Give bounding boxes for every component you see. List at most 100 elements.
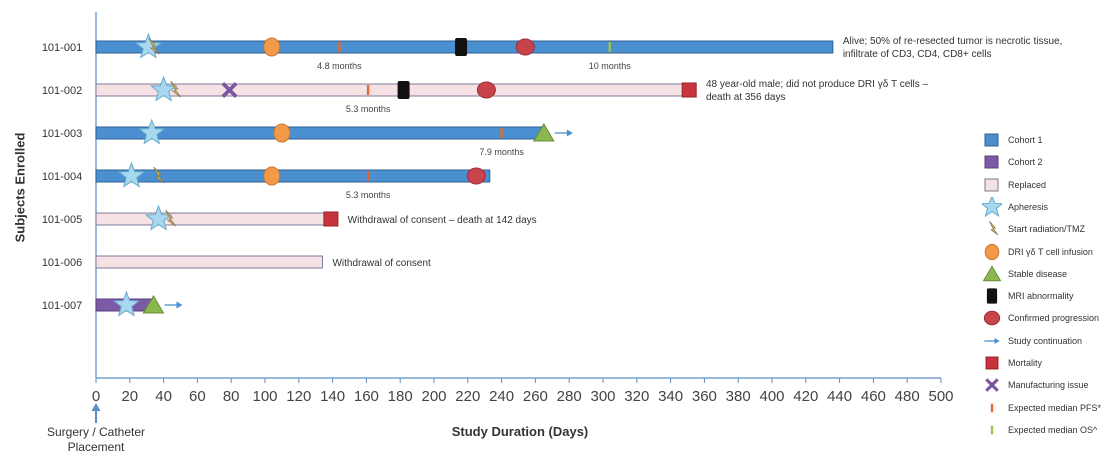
subject-id: 101-001 (42, 42, 82, 54)
legend-swatch-shape (990, 425, 994, 435)
x-tick-label: 500 (928, 388, 953, 405)
legend-item-continuation: Study continuation (982, 331, 1082, 351)
legend-swatch-shape (985, 356, 999, 370)
legend-item-stable: Stable disease (982, 264, 1067, 284)
subject-row-101-003: 101-003 7.9 months (42, 118, 573, 157)
legend-item-apheresis: Apheresis (982, 196, 1049, 217)
subject-note-line: Withdrawal of consent (332, 258, 431, 269)
x-tick-label: 80 (223, 388, 240, 405)
legend-item-os: Expected median OS^ (982, 420, 1097, 440)
legend-label: Study continuation (1008, 335, 1083, 346)
x-tick-label: 380 (726, 388, 751, 405)
bar-segment-replaced (95, 255, 323, 269)
legend-item-pfs: Expected median PFS* (982, 398, 1101, 418)
event-stable-marker (532, 123, 555, 142)
subject-row-101-006: 101-006 Withdrawal of consent (42, 255, 431, 269)
legend-swatch-replaced (984, 178, 999, 192)
subject-id: 101-002 (42, 85, 82, 97)
x-tick-label: 300 (590, 388, 615, 405)
subject-id: 101-003 (42, 128, 82, 140)
event-apheresis-marker (117, 161, 146, 188)
legend-item-cohort2: Cohort 2 (982, 152, 1043, 172)
legend-swatch-infusion (984, 243, 1000, 260)
event-pfs-label: 5.3 months (346, 104, 391, 114)
legend-item-infusion: DRI γδ T cell infusion (982, 242, 1093, 262)
x-tick-label: 340 (658, 388, 683, 405)
subject-note-line: death at 356 days (706, 92, 786, 103)
legend-label: Apheresis (1008, 201, 1049, 212)
bar-segment-cohort1 (95, 169, 491, 183)
event-radiation-marker (170, 80, 182, 98)
event-mortality-marker (681, 82, 697, 98)
subject-note-line: Withdrawal of consent – death at 142 day… (348, 215, 537, 226)
legend-label: Stable disease (1008, 268, 1068, 279)
event-apheresis-marker (149, 75, 178, 102)
event-pfs-label: 5.3 months (346, 190, 391, 200)
legend-label: Manufacturing issue (1008, 380, 1089, 391)
bar-segment-replaced (95, 212, 332, 226)
x-tick-label: 420 (793, 388, 818, 405)
subject-note-line: infiltrate of CD3, CD4, CD8+ cells (843, 49, 992, 60)
legend-swatch-shape (984, 133, 999, 147)
legend-label: MRI abnormality (1008, 291, 1074, 302)
subject-row-101-001: 101-001 4.8 months 10 months Alive; 50% of … (42, 32, 1063, 71)
x-tick-label: 200 (421, 388, 446, 405)
event-continuation-marker (164, 301, 183, 309)
x-tick-label: 160 (354, 388, 379, 405)
subject-id: 101-007 (42, 300, 82, 312)
x-tick-label: 0 (92, 388, 100, 405)
legend-swatch-shape (990, 403, 994, 412)
subject-id: 101-004 (42, 171, 82, 183)
x-tick-label: 120 (286, 388, 311, 405)
legend-swatch-shape (984, 178, 999, 192)
event-apheresis-marker (138, 118, 166, 145)
legend-label: Start radiation/TMZ (1008, 224, 1086, 235)
legend-label: Cohort 1 (1008, 135, 1043, 145)
event-apheresis-marker (144, 204, 173, 231)
legend-label: Cohort 2 (1008, 157, 1043, 168)
origin-arrow-head (91, 403, 101, 411)
event-infusion-marker (273, 123, 291, 143)
legend-swatch-cohort1 (984, 133, 999, 147)
legend-swatch-shape (984, 243, 1000, 260)
x-tick-label: 220 (455, 388, 480, 405)
x-tick-label: 140 (320, 388, 345, 405)
legend-swatch-shape (984, 155, 999, 169)
event-infusion-marker (263, 37, 281, 57)
legend-swatch-progression (983, 311, 1001, 326)
event-progression-marker (476, 81, 496, 99)
event-apheresis-marker (112, 290, 141, 317)
event-radiation-marker (165, 209, 176, 227)
x-axis-label: Study Duration (Days) (452, 424, 589, 439)
legend-item-mortality: Mortality (982, 353, 1042, 373)
subject-id: 101-006 (42, 257, 82, 269)
x-tick-label: 20 (121, 388, 138, 405)
subject-id: 101-005 (42, 214, 82, 226)
x-tick-label: 460 (861, 388, 886, 405)
subject-row-101-007: 101-007 (42, 290, 183, 317)
event-mortality-marker (323, 211, 339, 227)
subject-note-line: 48 year-old male; did not produce DRI γδ… (706, 79, 929, 90)
event-pfs-marker (366, 171, 370, 181)
origin-label-line2: Placement (68, 440, 125, 452)
legend-item-mri: MRI abnormality (982, 286, 1074, 306)
x-tick-label: 320 (624, 388, 649, 405)
legend-swatch-continuation (984, 337, 1000, 344)
x-tick-label: 100 (252, 388, 277, 405)
legend-swatch-shape (982, 196, 1002, 217)
event-infusion-marker (263, 166, 281, 186)
subject-row-101-004: 101-004 5.3 months (42, 161, 491, 200)
legend-swatch-stable (982, 265, 1002, 282)
event-apheresis-marker (134, 32, 163, 59)
legend-label: DRI γδ T cell infusion (1008, 246, 1093, 257)
x-tick-label: 60 (189, 388, 206, 405)
legend-swatch-mortality (985, 356, 999, 370)
legend-swatch-os (990, 425, 994, 435)
legend-item-progression: Confirmed progression (982, 308, 1099, 328)
x-tick-label: 440 (827, 388, 852, 405)
legend-swatch-apheresis (982, 196, 1002, 217)
x-tick-label: 480 (895, 388, 920, 405)
subject-note-line: Alive; 50% of re-resected tumor is necro… (843, 36, 1063, 47)
event-progression-marker (515, 38, 535, 56)
